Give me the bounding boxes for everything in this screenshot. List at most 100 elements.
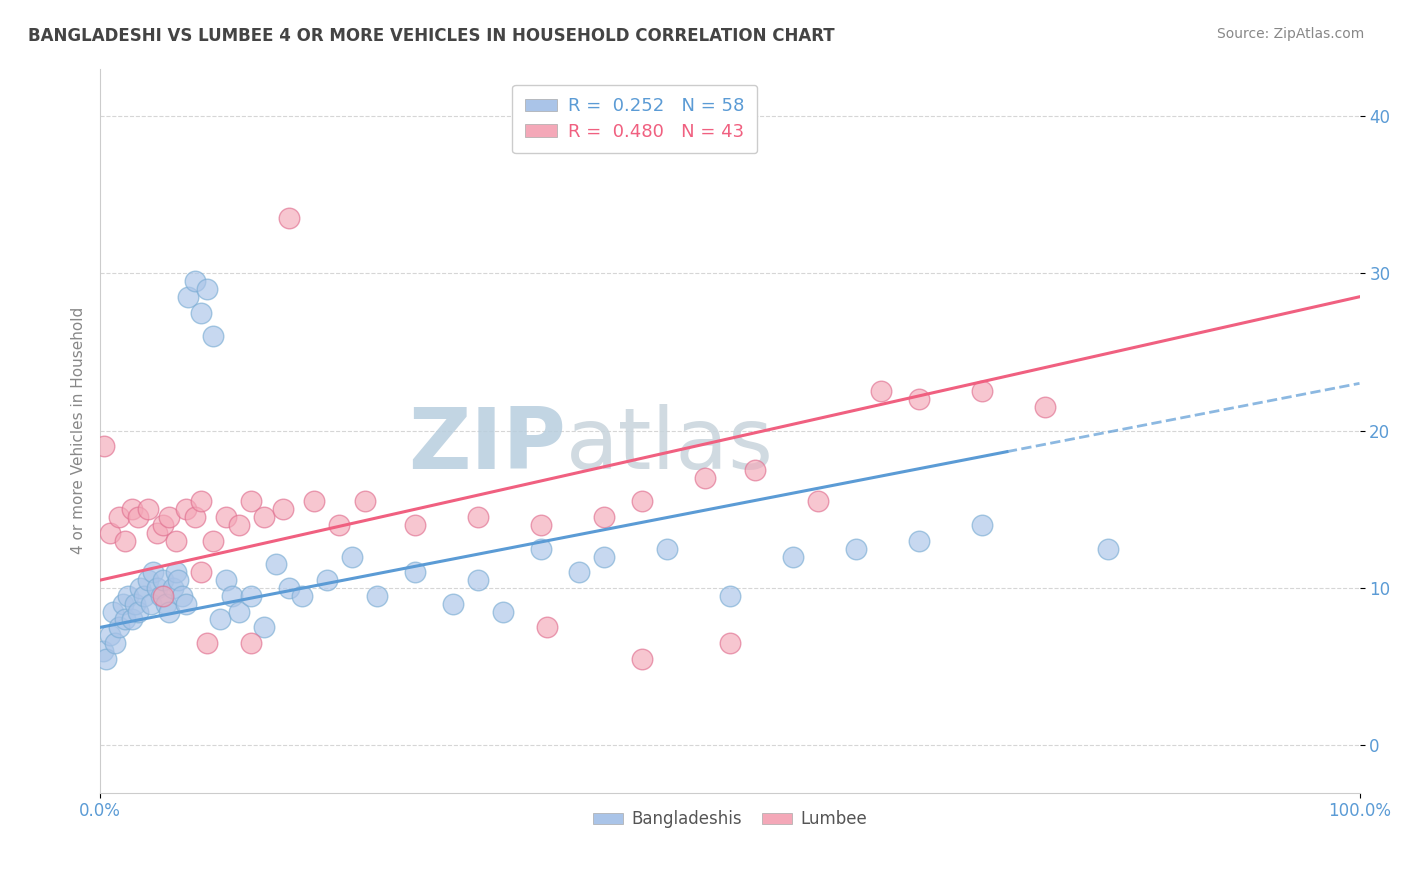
Point	[215, 573, 238, 587]
Point	[536, 620, 558, 634]
Point	[718, 589, 741, 603]
Legend: Bangladeshis, Lumbee: Bangladeshis, Lumbee	[586, 804, 873, 835]
Text: BANGLADESHI VS LUMBEE 4 OR MORE VEHICLES IN HOUSEHOLD CORRELATION CHART: BANGLADESHI VS LUMBEE 4 OR MORE VEHICLES…	[28, 27, 835, 45]
Text: atlas: atlas	[567, 403, 775, 486]
Point	[174, 502, 197, 516]
Point	[114, 612, 136, 626]
Point	[190, 566, 212, 580]
Point	[124, 597, 146, 611]
Point	[162, 581, 184, 595]
Point	[114, 533, 136, 548]
Point	[530, 541, 553, 556]
Point	[630, 652, 652, 666]
Point	[807, 494, 830, 508]
Point	[152, 573, 174, 587]
Point	[152, 589, 174, 603]
Point	[174, 597, 197, 611]
Point	[1097, 541, 1119, 556]
Point	[101, 605, 124, 619]
Point	[98, 628, 121, 642]
Point	[165, 533, 187, 548]
Point	[190, 494, 212, 508]
Point	[340, 549, 363, 564]
Point	[136, 502, 159, 516]
Point	[195, 636, 218, 650]
Point	[167, 573, 190, 587]
Point	[630, 494, 652, 508]
Point	[221, 589, 243, 603]
Point	[870, 384, 893, 399]
Point	[157, 510, 180, 524]
Point	[157, 605, 180, 619]
Point	[366, 589, 388, 603]
Point	[1033, 400, 1056, 414]
Point	[108, 620, 131, 634]
Point	[404, 566, 426, 580]
Point	[190, 305, 212, 319]
Point	[467, 510, 489, 524]
Point	[253, 510, 276, 524]
Point	[139, 597, 162, 611]
Point	[404, 518, 426, 533]
Point	[228, 518, 250, 533]
Point	[98, 525, 121, 540]
Point	[146, 581, 169, 595]
Point	[146, 525, 169, 540]
Point	[142, 566, 165, 580]
Point	[907, 533, 929, 548]
Point	[96, 652, 118, 666]
Point	[593, 549, 616, 564]
Point	[441, 597, 464, 611]
Point	[655, 541, 678, 556]
Point	[353, 494, 375, 508]
Point	[117, 589, 139, 603]
Point	[155, 597, 177, 611]
Point	[782, 549, 804, 564]
Point	[149, 589, 172, 603]
Point	[530, 518, 553, 533]
Point	[568, 566, 591, 580]
Point	[208, 612, 231, 626]
Point	[121, 612, 143, 626]
Text: ZIP: ZIP	[408, 403, 567, 486]
Point	[315, 573, 337, 587]
Point	[240, 589, 263, 603]
Point	[129, 581, 152, 595]
Point	[228, 605, 250, 619]
Point	[278, 211, 301, 225]
Point	[165, 566, 187, 580]
Point	[127, 605, 149, 619]
Point	[183, 510, 205, 524]
Point	[467, 573, 489, 587]
Point	[195, 282, 218, 296]
Point	[328, 518, 350, 533]
Point	[202, 533, 225, 548]
Point	[111, 597, 134, 611]
Point	[152, 518, 174, 533]
Point	[970, 384, 993, 399]
Point	[202, 329, 225, 343]
Point	[593, 510, 616, 524]
Point	[278, 581, 301, 595]
Point	[907, 392, 929, 406]
Point	[845, 541, 868, 556]
Point	[215, 510, 238, 524]
Point	[492, 605, 515, 619]
Point	[177, 290, 200, 304]
Point	[93, 439, 115, 453]
Point	[718, 636, 741, 650]
Point	[91, 644, 114, 658]
Point	[134, 589, 156, 603]
Text: Source: ZipAtlas.com: Source: ZipAtlas.com	[1216, 27, 1364, 41]
Point	[302, 494, 325, 508]
Point	[291, 589, 314, 603]
Point	[693, 471, 716, 485]
Point	[127, 510, 149, 524]
Y-axis label: 4 or more Vehicles in Household: 4 or more Vehicles in Household	[72, 307, 86, 554]
Point	[744, 463, 766, 477]
Point	[266, 558, 288, 572]
Point	[170, 589, 193, 603]
Point	[240, 494, 263, 508]
Point	[970, 518, 993, 533]
Point	[253, 620, 276, 634]
